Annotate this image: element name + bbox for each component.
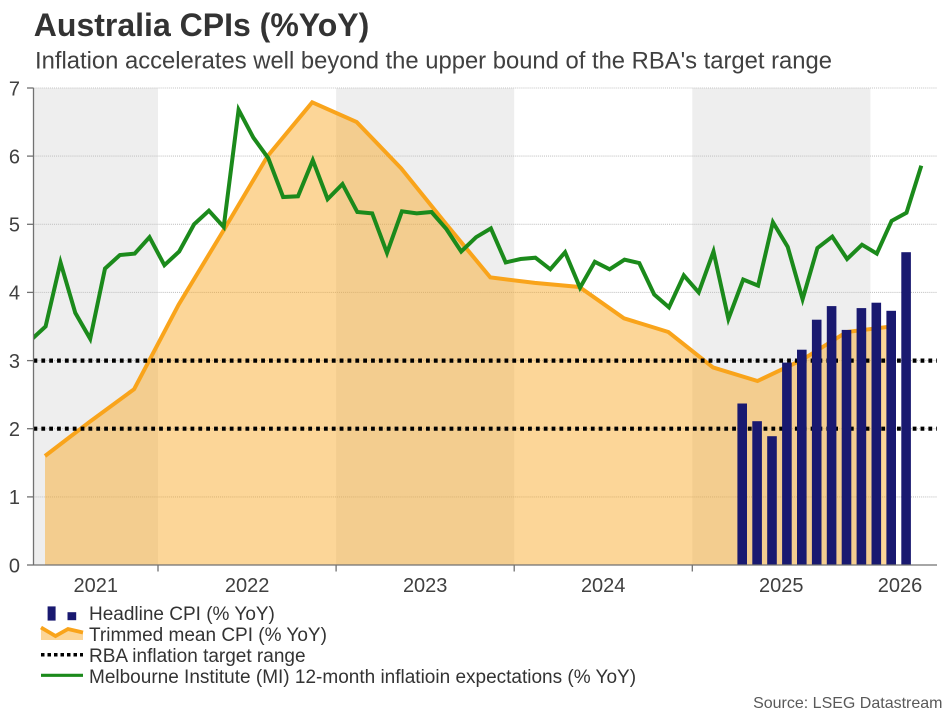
svg-text:5: 5 [9,215,20,237]
svg-text:2: 2 [9,419,20,441]
svg-text:Headline CPI (% YoY): Headline CPI (% YoY) [89,604,275,625]
svg-text:Source: LSEG Datastream: Source: LSEG Datastream [753,695,942,712]
svg-text:2025: 2025 [759,575,804,597]
svg-text:Melbourne Institute (MI) 12-mo: Melbourne Institute (MI) 12-month inflat… [89,667,636,688]
svg-text:Trimmed mean CPI (% YoY): Trimmed mean CPI (% YoY) [89,625,327,646]
svg-text:RBA inflation target range: RBA inflation target range [89,646,306,667]
svg-text:Inflation accelerates well bey: Inflation accelerates well beyond the up… [35,47,832,74]
svg-text:2021: 2021 [74,575,119,597]
svg-text:7: 7 [9,78,20,100]
svg-text:0: 0 [9,555,20,577]
svg-text:3: 3 [9,351,20,373]
svg-text:2026: 2026 [878,575,923,597]
svg-text:4: 4 [9,283,20,305]
svg-text:2023: 2023 [403,575,448,597]
svg-text:2024: 2024 [581,575,626,597]
svg-text:2022: 2022 [225,575,270,597]
svg-text:1: 1 [9,487,20,509]
svg-text:Australia CPIs (%YoY): Australia CPIs (%YoY) [34,7,369,43]
svg-text:6: 6 [9,146,20,168]
